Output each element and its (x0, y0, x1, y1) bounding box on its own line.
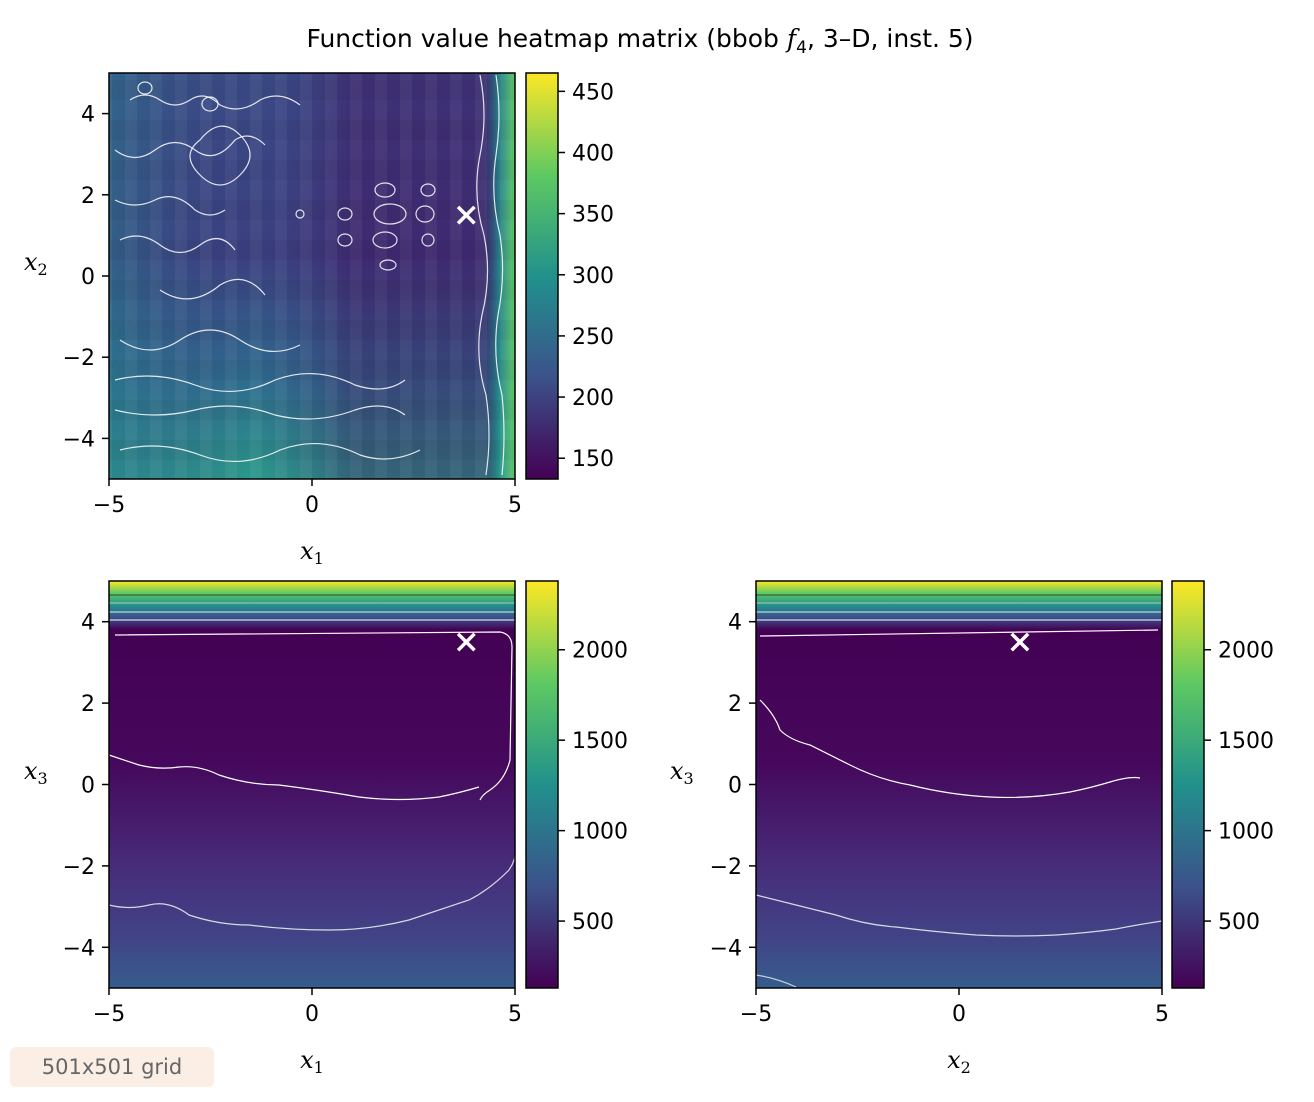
y-tick-label: 4 (81, 611, 95, 636)
colorbar: 150 200 250 300 350 400 450 (525, 72, 614, 480)
heatmap-panel-x1-x2: −5 0 5 −4 −2 0 2 4 x1 x2 150 200 250 300 350 400 450 (24, 72, 614, 568)
x-axis-label: x1 (300, 1046, 324, 1077)
y-tick-label: 4 (81, 103, 95, 128)
figure-title: Function value heatmap matrix (bbob f4, … (306, 24, 973, 58)
colorbar-tick-label: 500 (572, 910, 614, 935)
y-tick-label: 2 (728, 692, 742, 717)
colorbar-ticks: 500 1000 1500 2000 (1204, 639, 1274, 935)
colorbar-tick-label: 1000 (572, 820, 628, 845)
colorbar-tick-label: 350 (572, 203, 614, 228)
optimum-marker-stroke (1010, 632, 1030, 652)
y-tick-label: −4 (63, 936, 95, 961)
colorbar: 500 1000 1500 2000 (1171, 580, 1274, 989)
x-tick-label: 5 (508, 493, 522, 518)
y-tick-label: 2 (81, 184, 95, 209)
colorbar-tick-label: 1500 (572, 729, 628, 754)
x-tick-label: −5 (93, 1002, 125, 1027)
colorbar-gradient (1171, 580, 1205, 989)
colorbar-ticks: 150 200 250 300 350 400 450 (558, 80, 614, 472)
optimum-marker (1010, 632, 1030, 652)
x-axis-label: x1 (300, 537, 324, 568)
colorbar-tick-label: 150 (572, 447, 614, 472)
x-axis-ticks: −5 0 5 (93, 988, 522, 1027)
optimum-marker (456, 205, 476, 225)
y-axis-label: x3 (24, 757, 48, 788)
contour-lines (755, 594, 1163, 988)
x-tick-label: 5 (1155, 1002, 1169, 1027)
colorbar-tick-label: 250 (572, 325, 614, 350)
contour-lines (114, 74, 505, 476)
heatmap-field (756, 581, 1162, 988)
y-axis-ticks: −4 −2 0 2 4 (710, 611, 756, 961)
colorbar-tick-label: 500 (1218, 910, 1260, 935)
colorbar-tick-label: 1500 (1218, 729, 1274, 754)
colorbar-tick-label: 1000 (1218, 820, 1274, 845)
y-axis-ticks: −4 −2 0 2 4 (63, 103, 109, 452)
colorbar-gradient (525, 580, 559, 989)
y-tick-label: 2 (81, 692, 95, 717)
grid-size-badge: 501x501 grid (10, 1047, 214, 1087)
y-tick-label: −2 (63, 855, 95, 880)
x-tick-label: 5 (508, 1002, 522, 1027)
x-tick-label: 0 (305, 493, 319, 518)
heatmap-panel-x1-x3: −5 0 5 −4 −2 0 2 4 x1 x3 500 1000 1500 2000 (24, 580, 628, 1077)
x-tick-label: 0 (952, 1002, 966, 1027)
x-tick-label: −5 (93, 493, 125, 518)
heatmap-panel-x2-x3: −5 0 5 −4 −2 0 2 4 x2 x3 500 1000 1500 2000 (670, 580, 1274, 1077)
colorbar-ticks: 500 1000 1500 2000 (558, 639, 628, 935)
y-tick-label: −4 (63, 427, 95, 452)
y-tick-label: −2 (63, 346, 95, 371)
x-axis-ticks: −5 0 5 (740, 988, 1169, 1027)
colorbar-gradient (525, 72, 559, 480)
y-tick-label: 0 (728, 774, 742, 799)
y-axis-ticks: −4 −2 0 2 4 (63, 611, 109, 961)
colorbar-tick-label: 2000 (1218, 639, 1274, 664)
heatmap-texture (109, 73, 515, 479)
y-axis-label: x3 (670, 757, 694, 788)
y-tick-label: 0 (81, 265, 95, 290)
heatmap-field (109, 581, 515, 988)
x-tick-label: −5 (740, 1002, 772, 1027)
y-axis-label: x2 (24, 248, 48, 279)
colorbar: 500 1000 1500 2000 (525, 580, 628, 989)
x-tick-label: 0 (305, 1002, 319, 1027)
optimum-marker-stroke (456, 205, 476, 225)
colorbar-tick-label: 450 (572, 80, 614, 105)
optimum-marker-stroke (456, 632, 476, 652)
optimum-marker (456, 632, 476, 652)
colorbar-tick-label: 400 (572, 141, 614, 166)
y-tick-label: −4 (710, 936, 742, 961)
colorbar-tick-label: 300 (572, 264, 614, 289)
x-axis-ticks: −5 0 5 (93, 479, 522, 518)
contour-lines (108, 594, 517, 931)
colorbar-tick-label: 2000 (572, 639, 628, 664)
y-tick-label: 0 (81, 774, 95, 799)
y-tick-label: −2 (710, 855, 742, 880)
y-tick-label: 4 (728, 611, 742, 636)
x-axis-label: x2 (947, 1046, 971, 1077)
colorbar-tick-label: 200 (572, 386, 614, 411)
